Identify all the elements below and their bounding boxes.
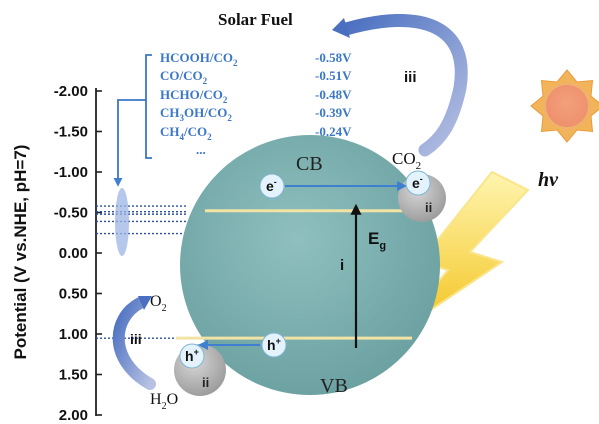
step-iii-left: iii	[130, 331, 142, 347]
svg-text:e-: e-	[266, 177, 277, 194]
couple-name: CO/CO2	[160, 68, 208, 86]
redox-range-ellipse	[115, 188, 129, 256]
couple-name: HCHO/CO2	[160, 87, 228, 105]
hole-vb: h+	[261, 332, 287, 358]
o2-label: O2	[150, 293, 167, 314]
hv-label: hv	[538, 169, 559, 191]
step-iii-top: iii	[404, 69, 417, 86]
y-tick-label: 0.00	[59, 245, 88, 262]
electron-cb: e-	[259, 173, 285, 199]
y-tick-label: 1.50	[59, 367, 88, 384]
couples-ellipsis: ...	[196, 142, 206, 157]
svg-text:e-: e-	[412, 174, 423, 191]
band-gap-label: Eg	[368, 229, 386, 252]
vb-label: VB	[320, 375, 348, 397]
y-tick-label: -0.50	[54, 205, 88, 222]
semiconductor-particle	[180, 135, 440, 395]
curved-arrow-left-head	[138, 296, 152, 310]
couple-name: HCOOH/CO2	[160, 50, 238, 68]
diagram-title: Solar Fuel	[218, 10, 293, 29]
step-ii-left: ii	[202, 375, 209, 390]
redox-level-lines	[96, 205, 186, 235]
couple-potential: -0.58V	[315, 50, 352, 65]
y-tick-label: 1.00	[59, 326, 88, 343]
curved-arrow-top	[339, 13, 468, 157]
y-axis-label: Potential (V vs.NHE, pH=7)	[11, 145, 30, 360]
couple-name: CH3OH/CO2	[160, 105, 232, 123]
h2o-label: H2O	[150, 391, 178, 412]
curved-arrow-left	[112, 297, 156, 390]
step-ii-right: ii	[425, 200, 432, 215]
couple-potential: -0.48V	[315, 87, 352, 102]
couple-potential: -0.24V	[315, 124, 352, 139]
cb-label: CB	[296, 153, 323, 175]
svg-text:h+: h+	[267, 336, 281, 353]
y-tick-label: -1.50	[54, 124, 88, 141]
couples-bracket	[145, 54, 152, 159]
co2-label: CO2	[392, 149, 421, 172]
y-tick-label: -2.00	[54, 83, 88, 100]
couple-potential: -0.51V	[315, 68, 352, 83]
hole-surface: h+	[179, 343, 205, 369]
couple-name: CH4/CO2	[160, 124, 212, 142]
curved-arrow-top-head	[332, 18, 350, 38]
electron-surface: e-	[405, 170, 431, 196]
y-axis-ticks: -2.00 -1.50 -1.00 -0.50 0.00 0.50 1.00 1.50 2.00	[54, 83, 102, 424]
couples-pointer-arrow	[113, 99, 146, 187]
y-tick-label: 2.00	[59, 407, 88, 424]
y-tick-label: 0.50	[59, 286, 88, 303]
redox-couples-list: HCOOH/CO2 -0.58V CO/CO2 -0.51V HCHO/CO2 -0.48…	[160, 50, 352, 157]
step-i-label: i	[340, 257, 344, 274]
svg-text:h+: h+	[185, 347, 199, 364]
y-tick-label: -1.00	[54, 164, 88, 181]
sun-icon	[530, 69, 599, 143]
couple-potential: -0.39V	[315, 105, 352, 120]
